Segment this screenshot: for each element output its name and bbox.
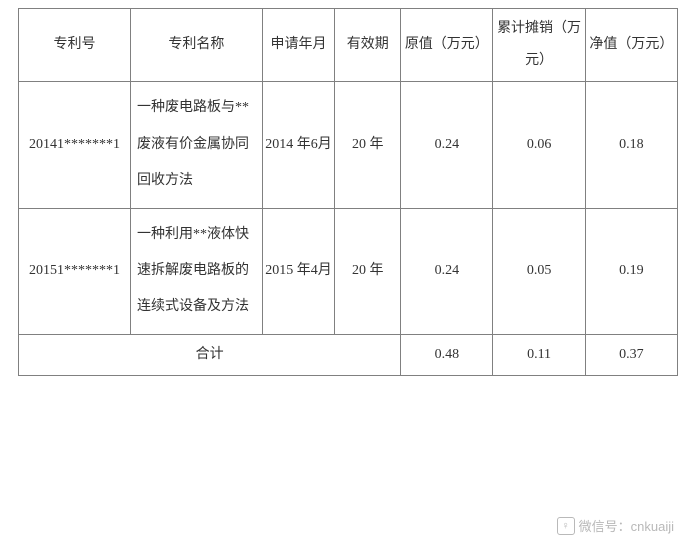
cell-patent-name: 一种利用**液体快速拆解废电路板的连续式设备及方法 (131, 208, 263, 334)
table-row: 20151*******1 一种利用**液体快速拆解废电路板的连续式设备及方法 … (19, 208, 678, 334)
cell-net: 0.18 (585, 82, 677, 208)
cell-valid-period: 20 年 (335, 82, 401, 208)
cell-patent-id: 20141*******1 (19, 82, 131, 208)
table-header-row: 专利号 专利名称 申请年月 有效期 原值（万元） 累计摊销（万元） 净值（万元） (19, 9, 678, 82)
wechat-text: 微信号：cnkuaiji (579, 516, 674, 535)
wechat-watermark: ♀ 微信号：cnkuaiji (557, 516, 674, 535)
cell-amort: 0.05 (493, 208, 585, 334)
col-apply-date: 申请年月 (262, 9, 334, 82)
col-amort: 累计摊销（万元） (493, 9, 585, 82)
cell-original: 0.24 (401, 208, 493, 334)
cell-valid-period: 20 年 (335, 208, 401, 334)
cell-apply-date: 2015 年4月 (262, 208, 334, 334)
col-valid-period: 有效期 (335, 9, 401, 82)
col-patent-id: 专利号 (19, 9, 131, 82)
cell-total-label: 合计 (19, 334, 401, 375)
cell-patent-id: 20151*******1 (19, 208, 131, 334)
wechat-icon: ♀ (557, 517, 575, 535)
table-row: 20141*******1 一种废电路板与**废液有价金属协同回收方法 2014… (19, 82, 678, 208)
cell-amort: 0.06 (493, 82, 585, 208)
col-original: 原值（万元） (401, 9, 493, 82)
cell-patent-name: 一种废电路板与**废液有价金属协同回收方法 (131, 82, 263, 208)
cell-original: 0.24 (401, 82, 493, 208)
col-patent-name: 专利名称 (131, 9, 263, 82)
cell-total-original: 0.48 (401, 334, 493, 375)
cell-total-net: 0.37 (585, 334, 677, 375)
patent-table: 专利号 专利名称 申请年月 有效期 原值（万元） 累计摊销（万元） 净值（万元）… (18, 8, 678, 376)
col-net: 净值（万元） (585, 9, 677, 82)
cell-net: 0.19 (585, 208, 677, 334)
table-total-row: 合计 0.48 0.11 0.37 (19, 334, 678, 375)
cell-apply-date: 2014 年6月 (262, 82, 334, 208)
cell-total-amort: 0.11 (493, 334, 585, 375)
